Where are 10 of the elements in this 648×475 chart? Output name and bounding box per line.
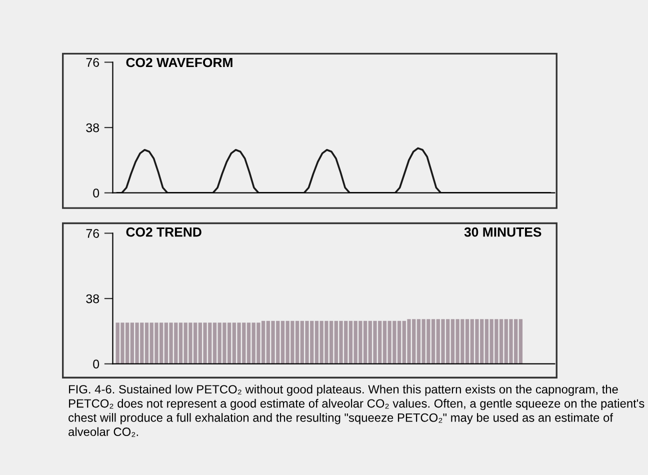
annotation: 30 MINUTES [464, 227, 542, 237]
y-tick-label: 0 [93, 188, 100, 198]
chart-title: CO2 TREND [126, 227, 202, 237]
y-tick-label: 76 [86, 229, 100, 238]
y-tick-label: 76 [86, 58, 100, 67]
chart-title: CO2 WAVEFORM [126, 58, 232, 68]
y-tick-label: 38 [86, 294, 100, 304]
y-tick-label: 38 [86, 123, 100, 132]
y-tick-label: 0 [93, 360, 100, 368]
caption: FIG. 4-6. Sustained low PETCO₂ without good plateaus. When this pattern exists on the capnogram, the PETCO₂ does not represent a good estimate of alveolar CO₂ values. Often, a gentle squeeze on the patient's chest will produce a full exhalation and the resulting "squeeze PETCO₂" may be used as an estimate of alveolar CO₂. [68, 384, 644, 437]
